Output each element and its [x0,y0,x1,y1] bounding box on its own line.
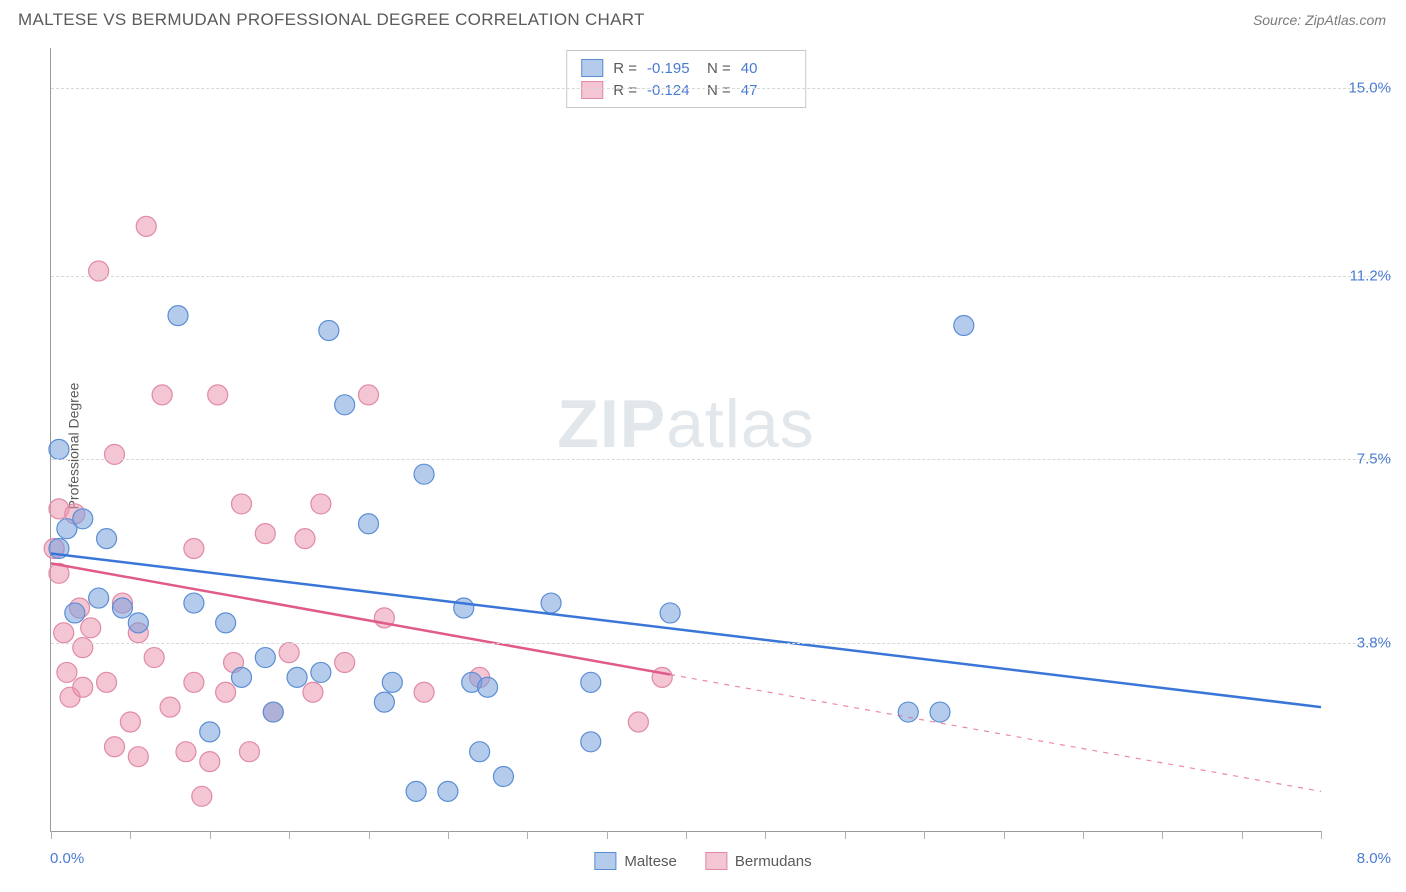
maltese-point [898,702,918,722]
maltese-point [930,702,950,722]
maltese-point [112,598,132,618]
bermudans-point [184,672,204,692]
maltese-point [287,667,307,687]
maltese-point [470,742,490,762]
legend-item-bermudans: Bermudans [705,852,812,870]
source-label: Source: ZipAtlas.com [1253,12,1386,28]
bermudans-point [232,494,252,514]
maltese-point [374,692,394,712]
series-legend: Maltese Bermudans [594,852,811,870]
bermudans-point [160,697,180,717]
maltese-point [454,598,474,618]
bermudans-point [652,667,672,687]
maltese-point [954,316,974,336]
maltese-point [89,588,109,608]
maltese-point [255,648,275,668]
maltese-point [184,593,204,613]
maltese-point [660,603,680,623]
maltese-point [406,781,426,801]
bermudans-point [176,742,196,762]
bermudans-point [414,682,434,702]
bermudans-point [73,677,93,697]
bermudans-point [239,742,259,762]
chart-title: MALTESE VS BERMUDAN PROFESSIONAL DEGREE … [18,10,645,30]
bermudans-point [152,385,172,405]
bermudans-point [144,648,164,668]
maltese-point [65,603,85,623]
bermudans-point [303,682,323,702]
maltese-point [319,320,339,340]
bermudans-point [136,216,156,236]
bermudans-point [628,712,648,732]
y-tick-label: 3.8% [1331,634,1391,651]
bermudans-point [57,662,77,682]
bermudans-point [295,529,315,549]
maltese-point [49,439,69,459]
chart-plot-area: ZIPatlas R = -0.195 N = 40 R = -0.124 N … [50,48,1321,832]
bermudans-point [216,682,236,702]
scatter-svg [51,48,1321,831]
bermudans-point [89,261,109,281]
maltese-point [216,613,236,633]
bermudans-point [73,638,93,658]
maltese-point [97,529,117,549]
bermudans-point [184,539,204,559]
bermudans-point [81,618,101,638]
maltese-point [581,732,601,752]
bermudans-point [200,752,220,772]
bermudans-point [97,672,117,692]
maltese-point [438,781,458,801]
bermudans-point [105,444,125,464]
maltese-point [335,395,355,415]
bermudans-point [359,385,379,405]
bermudans-point [120,712,140,732]
swatch-maltese-icon [594,852,616,870]
bermudans-point [255,524,275,544]
maltese-point [200,722,220,742]
bermudans-point [279,643,299,663]
x-max-label: 8.0% [1357,850,1391,867]
maltese-point [541,593,561,613]
y-tick-label: 15.0% [1331,79,1391,96]
legend-item-maltese: Maltese [594,852,677,870]
bermudans-point [311,494,331,514]
maltese-point [73,509,93,529]
y-tick-label: 11.2% [1331,267,1391,284]
bermudans-point [54,623,74,643]
bermudans-point [105,737,125,757]
swatch-bermudans-icon [705,852,727,870]
maltese-point [382,672,402,692]
maltese-point [263,702,283,722]
maltese-point [581,672,601,692]
bermudans-trendline-dashed [670,675,1321,792]
y-tick-label: 7.5% [1331,451,1391,468]
maltese-point [359,514,379,534]
maltese-point [232,667,252,687]
maltese-point [168,306,188,326]
maltese-point [493,766,513,786]
bermudans-point [208,385,228,405]
maltese-point [414,464,434,484]
bermudans-point [128,747,148,767]
bermudans-point [192,786,212,806]
x-min-label: 0.0% [50,850,84,867]
maltese-point [311,662,331,682]
bermudans-point [335,653,355,673]
maltese-point [478,677,498,697]
maltese-point [128,613,148,633]
